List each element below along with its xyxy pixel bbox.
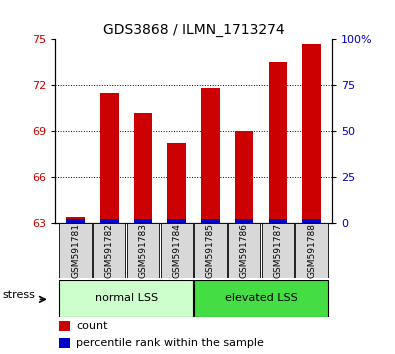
FancyBboxPatch shape	[59, 280, 193, 317]
Text: elevated LSS: elevated LSS	[225, 293, 297, 303]
Bar	[58, 338, 70, 348]
Bar	[201, 219, 220, 223]
Bar	[100, 93, 118, 223]
Bar	[201, 88, 220, 223]
Text: percentile rank within the sample: percentile rank within the sample	[76, 338, 264, 348]
Bar	[58, 321, 70, 331]
Bar	[100, 219, 118, 223]
Bar	[269, 219, 287, 223]
Bar	[66, 219, 85, 223]
Text: stress: stress	[3, 290, 36, 300]
Bar	[167, 219, 186, 223]
Text: GSM591788: GSM591788	[307, 223, 316, 278]
Text: normal LSS: normal LSS	[94, 293, 158, 303]
Bar	[134, 219, 152, 223]
Text: GSM591781: GSM591781	[71, 223, 80, 278]
FancyBboxPatch shape	[59, 223, 92, 278]
Text: GSM591784: GSM591784	[172, 223, 181, 278]
FancyBboxPatch shape	[160, 223, 193, 278]
Bar	[269, 62, 287, 223]
Text: GSM591787: GSM591787	[273, 223, 282, 278]
Bar	[302, 219, 321, 223]
Bar	[235, 219, 254, 223]
Bar	[302, 44, 321, 223]
Bar	[235, 131, 254, 223]
Bar	[66, 217, 85, 223]
FancyBboxPatch shape	[295, 223, 328, 278]
Text: GSM591782: GSM591782	[105, 223, 114, 278]
FancyBboxPatch shape	[93, 223, 126, 278]
FancyBboxPatch shape	[194, 280, 328, 317]
Text: GSM591785: GSM591785	[206, 223, 215, 278]
FancyBboxPatch shape	[261, 223, 294, 278]
Bar	[134, 113, 152, 223]
Bar	[167, 143, 186, 223]
Text: count: count	[76, 321, 108, 331]
Text: GSM591783: GSM591783	[139, 223, 147, 278]
Text: GSM591786: GSM591786	[240, 223, 248, 278]
FancyBboxPatch shape	[228, 223, 260, 278]
FancyBboxPatch shape	[127, 223, 159, 278]
FancyBboxPatch shape	[194, 223, 227, 278]
Title: GDS3868 / ILMN_1713274: GDS3868 / ILMN_1713274	[103, 23, 284, 36]
